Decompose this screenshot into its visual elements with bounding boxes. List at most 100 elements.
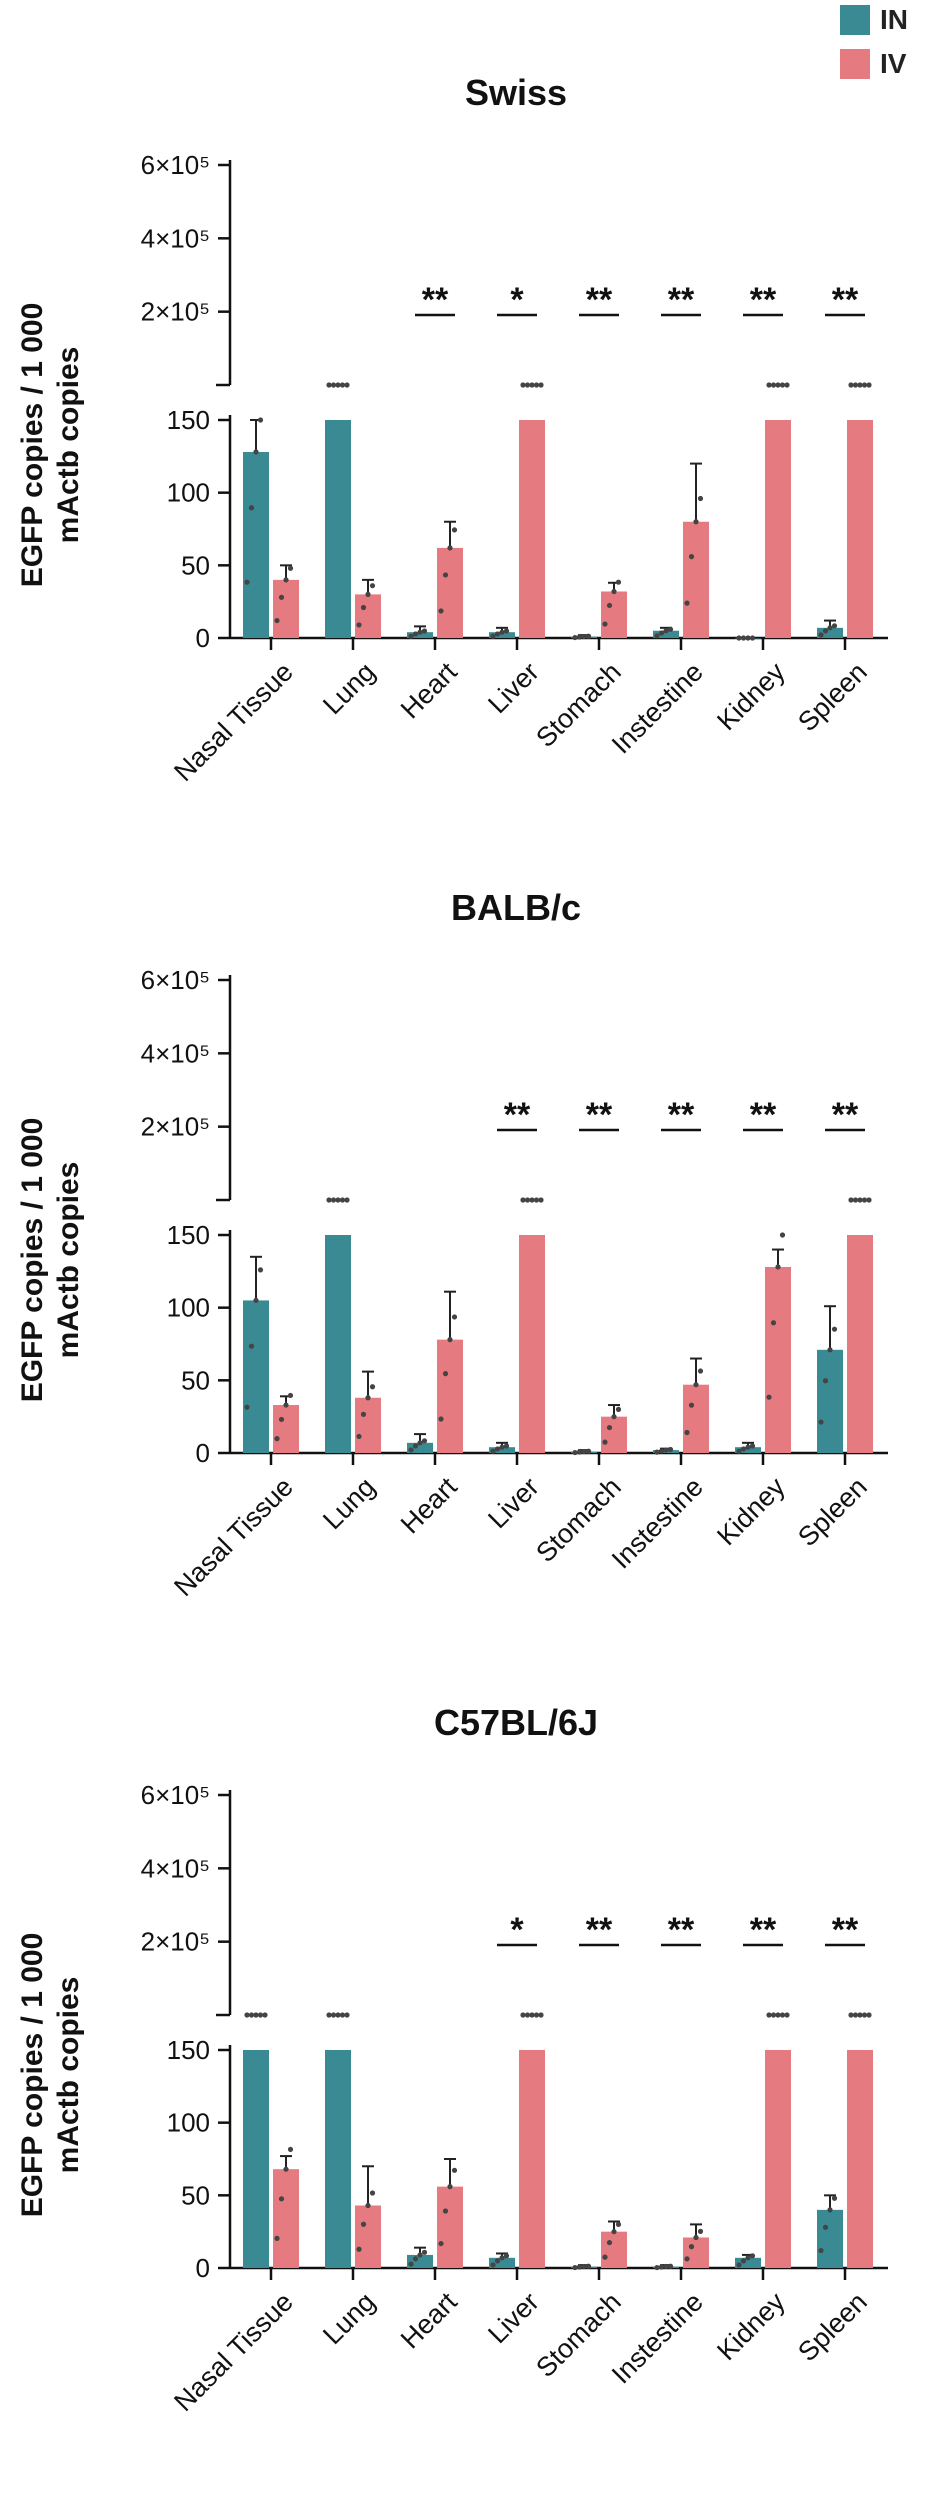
chart-title: C57BL/6J (434, 1702, 598, 1743)
chart-panel-1: Swiss EGFP copies / 1 000 mActb copies 0 50 1… (16, 72, 888, 787)
y-tick-label-lower: 0 (196, 1438, 210, 1468)
data-dot (520, 382, 526, 388)
data-dot (344, 382, 350, 388)
data-dot (585, 1448, 592, 1454)
bar-in (243, 1300, 269, 1453)
data-dot (365, 2202, 371, 2209)
data-dot (688, 1402, 695, 1408)
significance-mark: ** (750, 1911, 777, 1949)
y-axis-label-line1: EGFP copies / 1 000 (16, 1118, 49, 1403)
data-dot (529, 382, 535, 388)
data-dot (257, 417, 264, 423)
data-dot (693, 519, 699, 525)
bar-iv (765, 2050, 791, 2268)
data-dot (745, 2255, 751, 2261)
significance-mark: ** (832, 1911, 859, 1949)
data-dot (606, 1424, 613, 1431)
data-dot (667, 2263, 674, 2269)
data-dot (572, 634, 578, 641)
bar-iv (847, 2050, 873, 2268)
x-tick-label: Lung (317, 2287, 381, 2351)
x-tick-label: Liver (482, 1472, 545, 1535)
bar-in (489, 2257, 515, 2268)
data-dot (740, 635, 747, 641)
data-dot (408, 1447, 414, 1453)
data-dot (585, 633, 592, 639)
significance-mark: ** (668, 281, 695, 319)
data-dot (861, 382, 868, 388)
bar-iv (273, 2169, 299, 2268)
data-dot (524, 382, 531, 388)
y-tick-label-lower: 100 (167, 2108, 210, 2138)
data-dot (740, 1446, 747, 1452)
data-dot (344, 2012, 350, 2018)
legend-item-iv: IV (840, 44, 908, 84)
data-dot (852, 1197, 859, 1203)
data-dot (408, 633, 414, 639)
data-dot (822, 2224, 829, 2230)
data-dot (253, 1297, 259, 1303)
bar-in (735, 1447, 761, 1453)
data-dot (520, 1197, 526, 1203)
significance-mark: ** (832, 1096, 859, 1134)
data-dot (736, 2262, 742, 2268)
data-dot (417, 1440, 423, 1446)
data-dot (438, 608, 444, 614)
data-dot (360, 2221, 367, 2227)
data-dot (615, 2221, 622, 2227)
data-dot (602, 621, 608, 627)
y-axis-label-line2: mActb copies (52, 1977, 85, 2174)
y-tick-label-lower: 0 (196, 623, 210, 653)
data-dot (244, 2012, 250, 2018)
data-dot (572, 2264, 578, 2271)
bar-in (407, 632, 433, 638)
y-axis-label: EGFP copies / 1 000 mActb copies (16, 1118, 85, 1403)
y-axis-label-line2: mActb copies (52, 347, 85, 544)
data-dot (529, 2012, 535, 2018)
x-tick-label: Kidney (711, 2286, 791, 2366)
data-dot (494, 1446, 501, 1452)
bar-iv (683, 521, 709, 638)
significance-mark: ** (750, 1096, 777, 1134)
y-tick-label-lower: 50 (181, 1365, 210, 1395)
bar-in (325, 1235, 351, 1453)
data-dot (339, 1197, 346, 1203)
data-dot (339, 382, 346, 388)
data-dot (576, 634, 583, 640)
data-dot (417, 2252, 423, 2258)
data-dot (330, 382, 337, 388)
y-tick-label-lower: 100 (167, 1293, 210, 1323)
data-dot (779, 382, 786, 388)
data-dot (451, 1314, 458, 1320)
data-dot (848, 1197, 854, 1203)
x-tick-label: Lung (317, 1472, 381, 1536)
bar-iv (355, 594, 381, 638)
bar-iv (847, 1235, 873, 1453)
y-tick-label-lower: 100 (167, 478, 210, 508)
data-dot (412, 1443, 419, 1449)
data-dot (663, 1447, 669, 1453)
data-dot (287, 565, 294, 571)
x-tick-label: Heart (395, 656, 463, 724)
data-dot (611, 588, 617, 595)
y-axis-label-line2: mActb copies (52, 1162, 85, 1359)
chart-title: BALB/c (451, 887, 581, 928)
data-dot (244, 579, 250, 585)
bar-iv (519, 420, 545, 638)
data-dot (857, 1197, 863, 1203)
data-dot (693, 2234, 699, 2241)
data-dot (326, 2012, 332, 2018)
data-dot (283, 2166, 289, 2172)
data-dot (369, 2190, 376, 2196)
bar-iv (683, 2237, 709, 2268)
data-dot (581, 2263, 587, 2270)
data-dot (253, 2012, 259, 2018)
bar-iv (273, 1405, 299, 1453)
significance-mark: ** (586, 1096, 613, 1134)
data-dot (248, 505, 255, 511)
data-dot (784, 2012, 790, 2018)
data-dot (503, 628, 510, 634)
data-dot (499, 1444, 505, 1450)
y-axis-label-line1: EGFP copies / 1 000 (16, 303, 49, 588)
